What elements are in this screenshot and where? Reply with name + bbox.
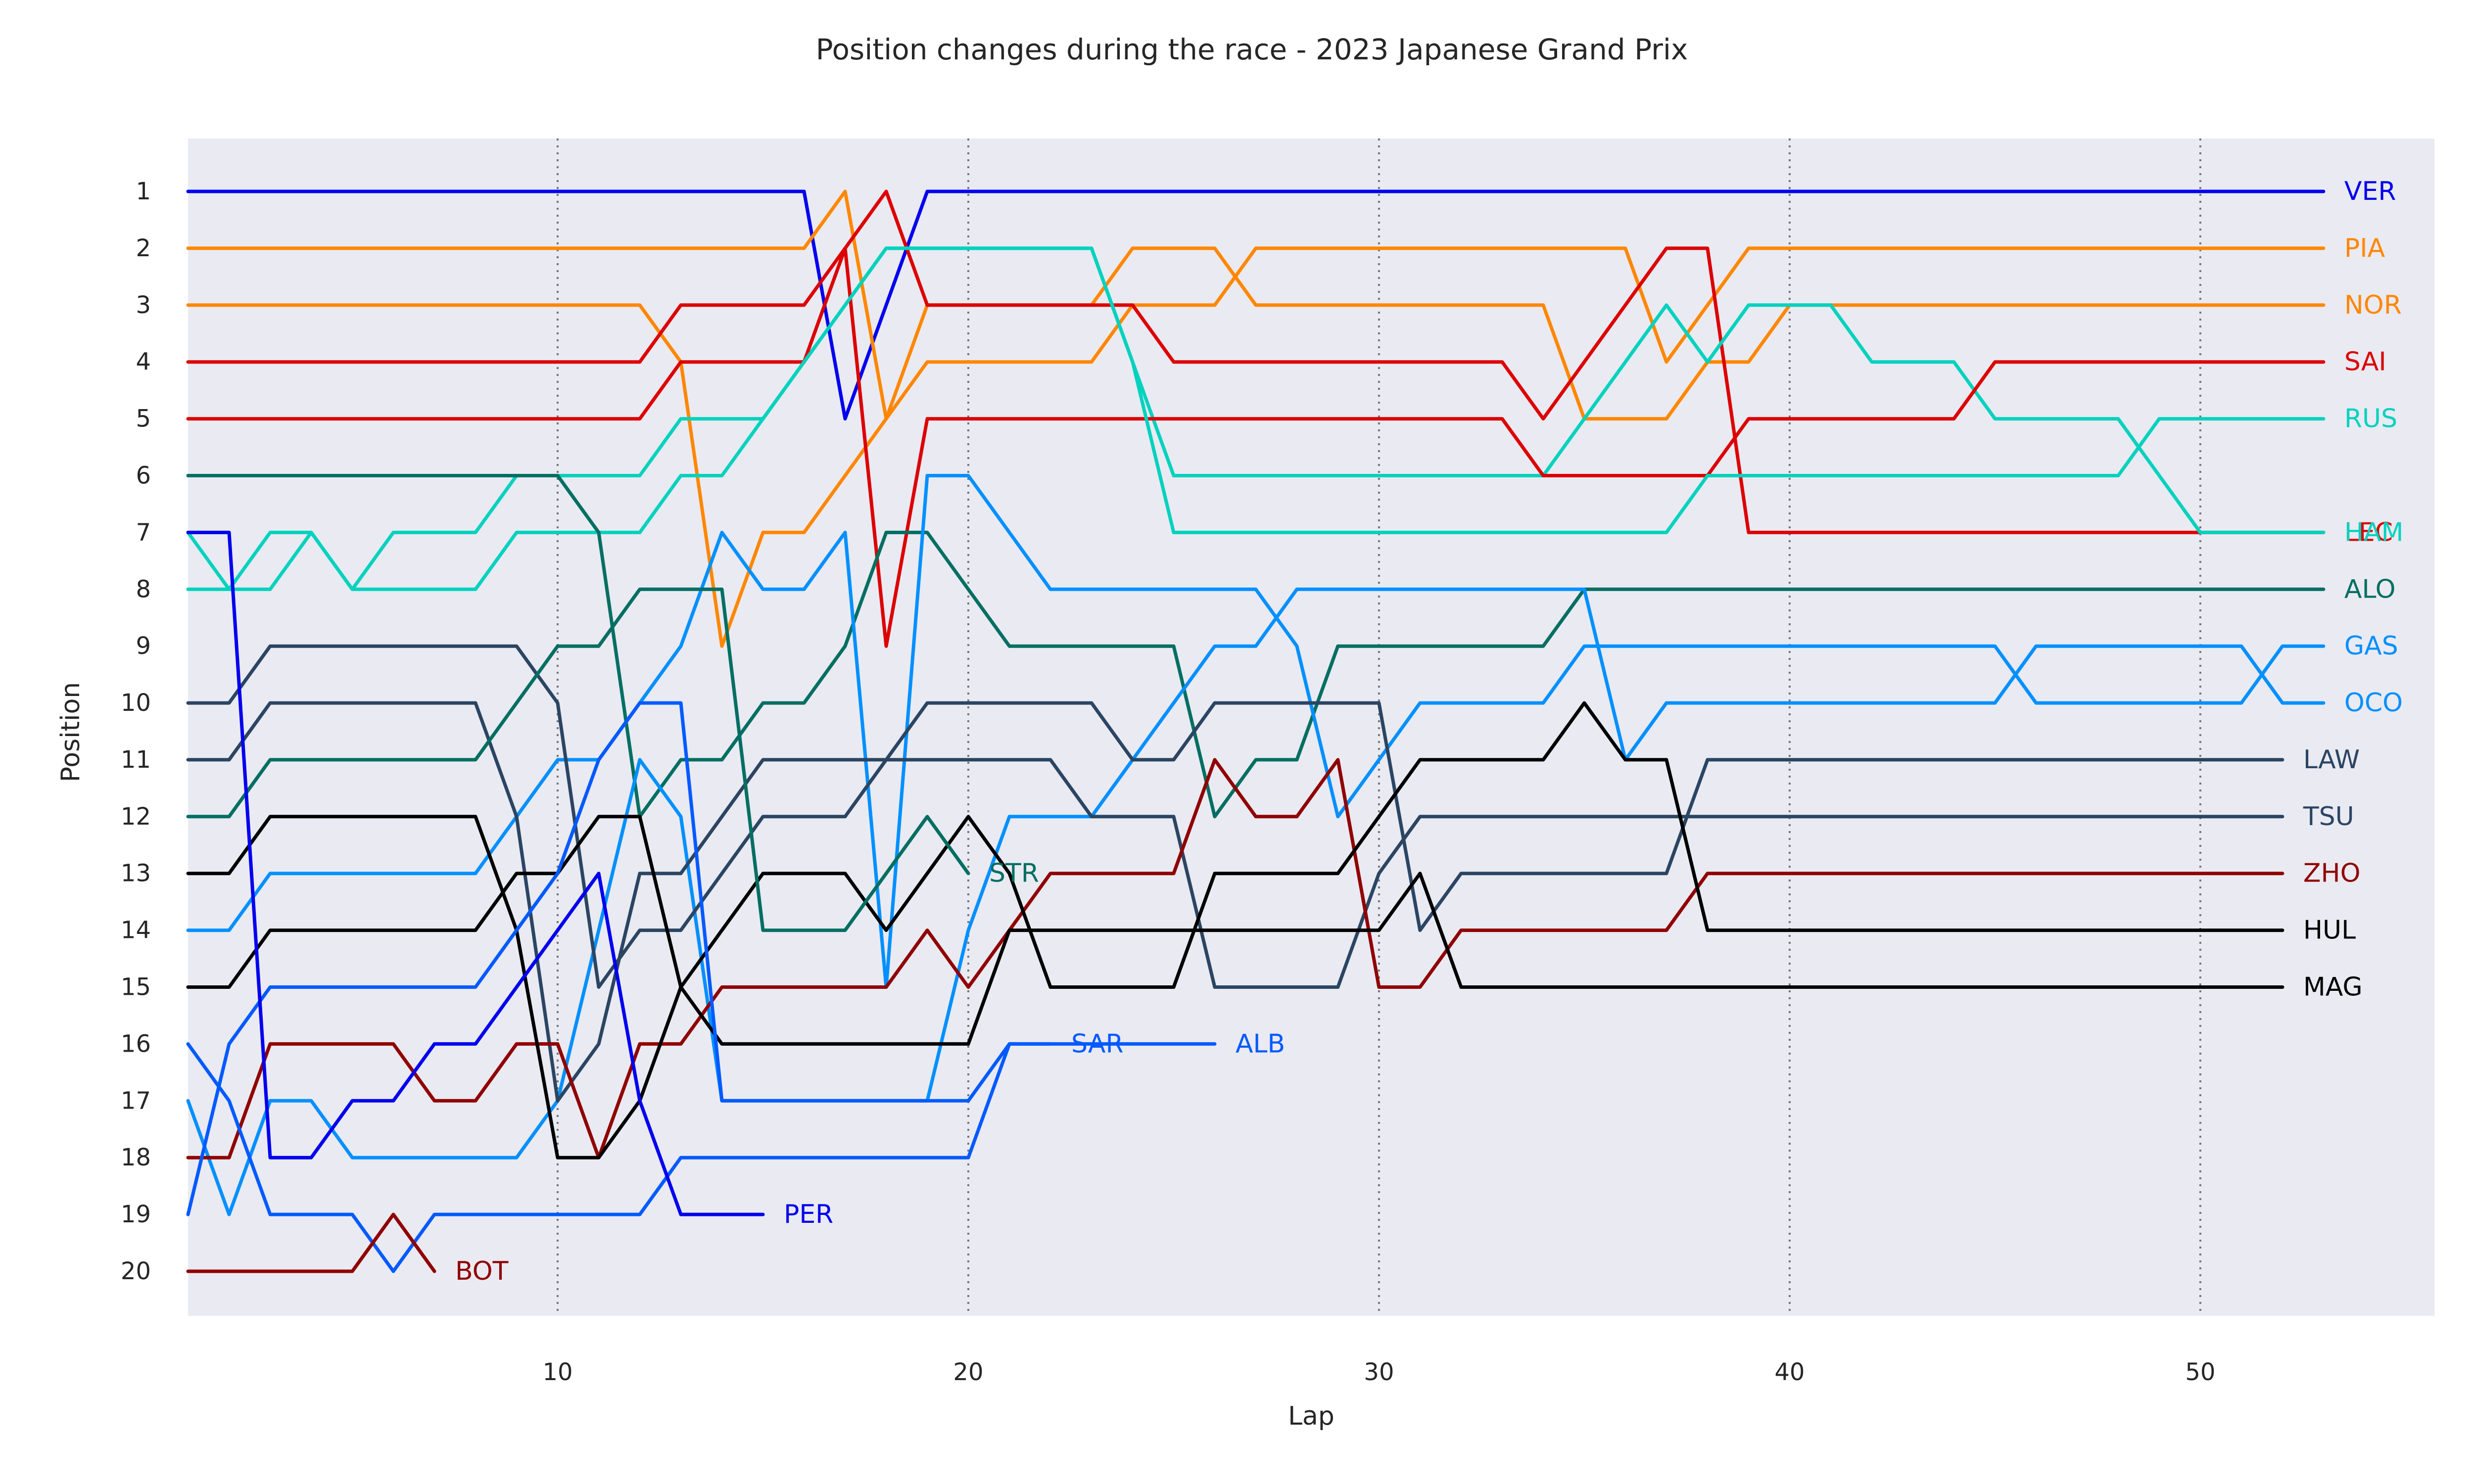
series-line-sar xyxy=(186,701,1052,1216)
y-tick-label: 8 xyxy=(136,575,151,603)
series-line-tsu xyxy=(186,644,2284,989)
series-line-lec xyxy=(186,189,2326,534)
series-line-ver xyxy=(186,189,2326,421)
x-tick-label: 30 xyxy=(1364,1358,1394,1386)
y-tick-label: 18 xyxy=(121,1144,151,1171)
y-tick-label: 12 xyxy=(121,803,151,831)
y-tick-label: 14 xyxy=(121,917,151,944)
series-line-oco xyxy=(186,587,2326,1216)
y-tick-label: 16 xyxy=(121,1030,151,1058)
series-label-alb: ALB xyxy=(1236,1029,1285,1059)
series-label-ham: HAM xyxy=(2344,517,2404,547)
series-label-sai: SAI xyxy=(2344,347,2386,377)
series-label-nor: NOR xyxy=(2344,290,2402,320)
series-line-zho xyxy=(186,758,2284,1159)
series-line-alo xyxy=(186,474,2326,819)
series-line-pia xyxy=(186,246,2326,648)
plot-area xyxy=(188,139,2434,1316)
series-label-law: LAW xyxy=(2303,745,2360,775)
y-tick-label: 13 xyxy=(121,860,151,887)
series-label-gas: GAS xyxy=(2344,631,2398,661)
y-tick-label: 7 xyxy=(136,518,151,546)
y-tick-label: 9 xyxy=(136,632,151,660)
x-tick-label: 50 xyxy=(2185,1358,2215,1386)
y-tick-label: 15 xyxy=(121,974,151,1001)
series-label-sar: SAR xyxy=(1071,1029,1124,1059)
y-tick-label: 20 xyxy=(121,1257,151,1285)
series-line-gas xyxy=(186,474,2326,989)
series-label-rus: RUS xyxy=(2344,404,2397,434)
series-label-oco: OCO xyxy=(2344,688,2403,718)
y-tick-label: 2 xyxy=(136,234,151,262)
series-line-law xyxy=(186,701,2284,1103)
y-tick-label: 1 xyxy=(136,178,151,205)
y-tick-label: 3 xyxy=(136,291,151,319)
series-label-ver: VER xyxy=(2344,177,2396,206)
chart-title: Position changes during the race - 2023 … xyxy=(816,33,1688,66)
y-tick-label: 6 xyxy=(136,462,151,489)
y-axis-label: Position xyxy=(56,682,86,782)
series-line-bot xyxy=(186,1212,436,1273)
series-label-tsu: TSU xyxy=(2303,802,2354,832)
x-tick-label: 10 xyxy=(542,1358,572,1386)
y-tick-label: 17 xyxy=(121,1087,151,1114)
y-tick-label: 5 xyxy=(136,405,151,433)
x-axis-ticks: 10 20 30 40 50 xyxy=(542,1358,2215,1386)
series-line-alb xyxy=(186,1042,1217,1273)
series-label-pia: PIA xyxy=(2344,233,2385,263)
series-line-per xyxy=(186,530,765,1216)
x-axis-label: Lap xyxy=(1288,1401,1334,1431)
x-tick-label: 20 xyxy=(953,1358,983,1386)
series-line-hul xyxy=(186,701,2284,989)
series-label-zho: ZHO xyxy=(2303,859,2361,888)
series-label-alo: ALO xyxy=(2344,574,2396,604)
y-tick-label: 11 xyxy=(121,746,151,774)
x-tick-label: 40 xyxy=(1774,1358,1805,1386)
series-label-lec: LEC xyxy=(2344,517,2393,547)
vertical-grid xyxy=(556,139,2201,1316)
series-line-sai xyxy=(186,246,2326,648)
y-tick-label: 10 xyxy=(121,689,151,717)
series-lines xyxy=(186,189,2326,1273)
series-line-str xyxy=(186,587,970,932)
series-line-rus xyxy=(186,246,2326,591)
series-label-per: PER xyxy=(784,1200,833,1229)
series-line-mag xyxy=(186,815,2284,1159)
series-label-hul: HUL xyxy=(2303,916,2356,945)
series-label-str: STR xyxy=(989,859,1039,888)
series-label-bot: BOT xyxy=(455,1256,509,1286)
y-tick-label: 19 xyxy=(121,1201,151,1228)
series-label-mag: MAG xyxy=(2303,973,2363,1002)
y-tick-label: 4 xyxy=(136,348,151,376)
